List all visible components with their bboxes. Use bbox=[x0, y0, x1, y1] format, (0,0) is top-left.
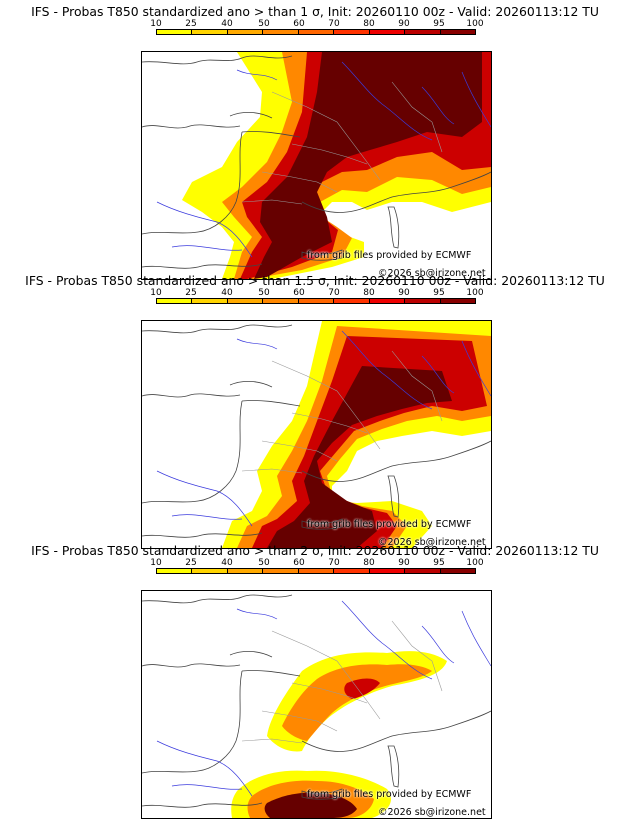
colorbar-segment bbox=[192, 299, 228, 303]
colorbar-segment bbox=[440, 299, 475, 303]
colorbar-segment bbox=[157, 299, 193, 303]
prob-95 bbox=[254, 52, 482, 279]
colorbar-segment bbox=[192, 30, 228, 34]
scale-label: 70 bbox=[328, 288, 340, 298]
scale-label: 50 bbox=[258, 19, 270, 29]
colorbar-segment bbox=[227, 30, 264, 34]
scale-label: 80 bbox=[363, 288, 375, 298]
scale-label: 10 bbox=[150, 558, 162, 568]
map-graphic bbox=[142, 321, 491, 548]
colorbar-segment bbox=[298, 30, 335, 34]
scale-label: 40 bbox=[221, 19, 233, 29]
prob-95 bbox=[267, 366, 452, 548]
scale-label: 95 bbox=[433, 288, 445, 298]
coastlines bbox=[142, 324, 491, 538]
scale-label: 100 bbox=[466, 558, 484, 568]
scale-labels: 10 25 40 50 60 70 80 90 95 100 bbox=[140, 288, 490, 298]
scale-label: 90 bbox=[398, 19, 410, 29]
probability-field bbox=[231, 651, 447, 818]
colorbar-segment bbox=[369, 30, 406, 34]
colorbar-segment bbox=[157, 30, 193, 34]
rivers bbox=[156, 330, 491, 527]
borders bbox=[241, 81, 443, 205]
panel-sigma-1: IFS - Probas T850 standardized ano > tha… bbox=[0, 4, 630, 280]
rivers bbox=[156, 600, 491, 797]
colorbar-segment bbox=[192, 569, 228, 573]
probability-colorbar bbox=[156, 29, 476, 35]
probability-colorbar bbox=[156, 298, 476, 304]
scale-label: 70 bbox=[328, 558, 340, 568]
map-graphic bbox=[142, 52, 491, 279]
probability-field bbox=[222, 321, 491, 548]
source-credit: from grib files provided by ECMWF bbox=[307, 789, 472, 800]
scale-label: 25 bbox=[185, 19, 197, 29]
source-credit: from grib files provided by ECMWF bbox=[307, 519, 472, 530]
colorbar-segment bbox=[263, 30, 299, 34]
borders bbox=[241, 620, 443, 744]
source-credit: from grib files provided by ECMWF bbox=[307, 250, 472, 261]
colorbar-segment bbox=[227, 569, 264, 573]
coastlines bbox=[142, 594, 491, 808]
scale-label: 10 bbox=[150, 19, 162, 29]
panel-title: IFS - Probas T850 standardized ano > tha… bbox=[31, 543, 599, 558]
probability-map: from grib files provided by ECMWF ©2026 … bbox=[141, 590, 492, 819]
probability-field bbox=[182, 52, 491, 279]
panel-title: IFS - Probas T850 standardized ano > tha… bbox=[25, 273, 605, 288]
colorbar-segment bbox=[405, 299, 441, 303]
prob-95b bbox=[264, 792, 357, 818]
prob-50 bbox=[282, 664, 432, 741]
scale-label: 100 bbox=[466, 19, 484, 29]
scale-label: 60 bbox=[293, 558, 305, 568]
colorbar-segment bbox=[298, 299, 335, 303]
colorbar-segment bbox=[263, 569, 299, 573]
scale-labels: 10 25 40 50 60 70 80 90 95 100 bbox=[140, 558, 490, 568]
copyright-notice: ©2026 sb@irizone.net bbox=[378, 807, 486, 818]
colorbar-segment bbox=[440, 30, 475, 34]
map-graphic bbox=[142, 594, 491, 818]
copyright-notice: ©2026 sb@irizone.net bbox=[378, 268, 486, 279]
scale-label: 70 bbox=[328, 19, 340, 29]
panel-sigma-2: IFS - Probas T850 standardized ano > tha… bbox=[0, 543, 630, 819]
scale-label: 80 bbox=[363, 19, 375, 29]
probability-map: from grib files provided by ECMWF ©2026 … bbox=[141, 320, 492, 549]
scale-label: 90 bbox=[398, 288, 410, 298]
colorbar-segment bbox=[405, 569, 441, 573]
coastlines bbox=[142, 55, 491, 269]
scale-labels: 10 25 40 50 60 70 80 90 95 100 bbox=[140, 19, 490, 29]
scale-label: 50 bbox=[258, 558, 270, 568]
scale-label: 60 bbox=[293, 288, 305, 298]
scale-label: 40 bbox=[221, 558, 233, 568]
colorbar-segment bbox=[227, 299, 264, 303]
panel-title: IFS - Probas T850 standardized ano > tha… bbox=[31, 4, 599, 19]
copyright-notice: ©2026 sb@irizone.net bbox=[378, 537, 486, 548]
colorbar-segment bbox=[334, 299, 370, 303]
panel-sigma-1-5: IFS - Probas T850 standardized ano > tha… bbox=[0, 273, 630, 549]
colorbar-segment bbox=[369, 569, 406, 573]
probability-colorbar bbox=[156, 568, 476, 574]
scale-label: 95 bbox=[433, 558, 445, 568]
borders bbox=[241, 350, 443, 474]
scale-label: 40 bbox=[221, 288, 233, 298]
colorbar-segment bbox=[298, 569, 335, 573]
scale-label: 25 bbox=[185, 288, 197, 298]
scale-label: 95 bbox=[433, 19, 445, 29]
colorbar-segment bbox=[334, 30, 370, 34]
colorbar-segment bbox=[405, 30, 441, 34]
rivers bbox=[156, 61, 491, 258]
scale-label: 80 bbox=[363, 558, 375, 568]
colorbar-segment bbox=[157, 569, 193, 573]
probability-map: from grib files provided by ECMWF ©2026 … bbox=[141, 51, 492, 280]
scale-label: 50 bbox=[258, 288, 270, 298]
colorbar-segment bbox=[369, 299, 406, 303]
scale-label: 25 bbox=[185, 558, 197, 568]
prob-80 bbox=[344, 678, 380, 699]
scale-label: 10 bbox=[150, 288, 162, 298]
scale-label: 90 bbox=[398, 558, 410, 568]
colorbar-segment bbox=[440, 569, 475, 573]
colorbar-segment bbox=[334, 569, 370, 573]
scale-label: 60 bbox=[293, 19, 305, 29]
colorbar-segment bbox=[263, 299, 299, 303]
scale-label: 100 bbox=[466, 288, 484, 298]
